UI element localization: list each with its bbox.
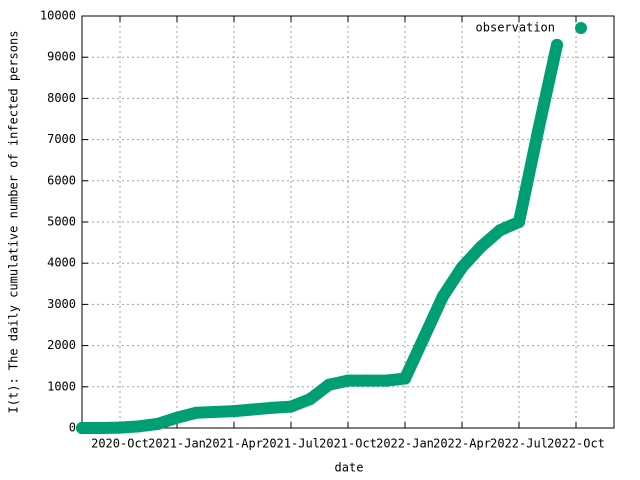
y-tick-label: 2000: [47, 338, 76, 352]
y-tick-label: 5000: [47, 215, 76, 229]
y-tick-label: 10000: [40, 9, 76, 23]
point: [228, 405, 240, 418]
point: [190, 406, 202, 419]
point: [437, 290, 449, 303]
x-tick-label: 2021-Jul: [262, 437, 320, 451]
point: [247, 403, 259, 416]
point: [513, 216, 525, 228]
point: [95, 422, 107, 434]
point: [76, 422, 88, 434]
point: [380, 374, 392, 387]
point: [399, 372, 411, 385]
point: [209, 405, 221, 418]
x-tick-label: 2021-Jan: [148, 437, 206, 451]
y-tick-label: 0: [69, 421, 76, 435]
legend-symbol: [575, 22, 587, 34]
point: [456, 261, 468, 274]
y-tick-label: 4000: [47, 256, 76, 270]
y-tick-label: 6000: [47, 173, 76, 187]
x-tick-label: 2022-Oct: [547, 437, 605, 451]
y-tick-label: 7000: [47, 132, 76, 146]
y-tick-label: 9000: [47, 50, 76, 64]
x-tick-label: 2021-Apr: [205, 437, 263, 451]
point: [171, 411, 183, 424]
x-tick-label: 2022-Jan: [376, 437, 434, 451]
y-tick-label: 3000: [47, 297, 76, 311]
point: [532, 125, 544, 138]
point: [494, 224, 506, 237]
point: [266, 401, 278, 414]
point: [285, 400, 297, 413]
x-axis-label: date: [335, 461, 364, 475]
x-tick-label: 2021-Oct: [319, 437, 377, 451]
x-tick-label: 2020-Oct: [91, 437, 149, 451]
point: [304, 393, 316, 406]
x-tick-label: 2022-Jul: [490, 437, 548, 451]
observation-trace: [76, 38, 563, 434]
y-axis-label: I(t): The daily cumulative number of inf…: [7, 31, 21, 414]
point: [475, 240, 487, 253]
point: [361, 374, 373, 387]
point: [323, 378, 335, 391]
x-tick-label: 2022-Apr: [433, 437, 491, 451]
y-tick-label: 8000: [47, 91, 76, 105]
point: [418, 331, 430, 344]
point: [551, 38, 563, 51]
point: [342, 374, 354, 387]
y-tick-label: 1000: [47, 379, 76, 393]
point: [133, 420, 145, 433]
point: [152, 417, 164, 430]
point: [114, 421, 126, 434]
legend-label: observation: [476, 21, 555, 35]
